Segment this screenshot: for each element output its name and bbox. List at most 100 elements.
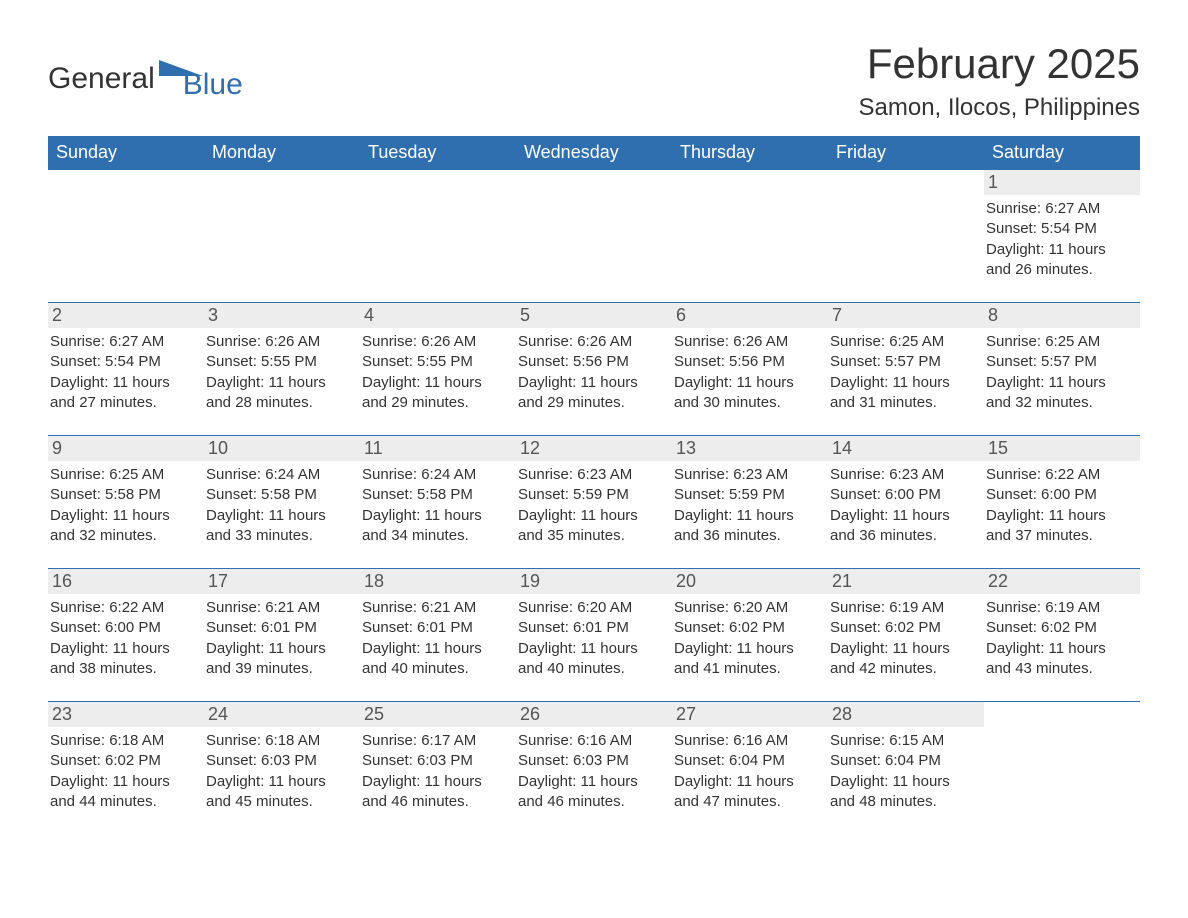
sunrise-line: Sunrise: 6:20 AM [674,598,822,618]
day-body: Sunrise: 6:23 AMSunset: 5:59 PMDaylight:… [518,465,666,546]
daylight-line: Daylight: 11 hours and 42 minutes. [830,639,978,680]
sunset-line: Sunset: 5:55 PM [362,352,510,372]
sunrise-line: Sunrise: 6:21 AM [206,598,354,618]
day-number: 18 [360,569,516,594]
calendar-day-cell: 5Sunrise: 6:26 AMSunset: 5:56 PMDaylight… [516,303,672,436]
calendar-empty-cell: . [672,170,828,303]
day-body: Sunrise: 6:24 AMSunset: 5:58 PMDaylight:… [362,465,510,546]
location-text: Samon, Ilocos, Philippines [859,94,1140,122]
day-body: Sunrise: 6:27 AMSunset: 5:54 PMDaylight:… [986,199,1134,280]
day-body: Sunrise: 6:26 AMSunset: 5:55 PMDaylight:… [206,332,354,413]
sunset-line: Sunset: 6:02 PM [830,618,978,638]
sunrise-line: Sunrise: 6:27 AM [986,199,1134,219]
daylight-line: Daylight: 11 hours and 37 minutes. [986,506,1134,547]
day-body: Sunrise: 6:24 AMSunset: 5:58 PMDaylight:… [206,465,354,546]
sunset-line: Sunset: 5:58 PM [206,485,354,505]
sunset-line: Sunset: 6:02 PM [674,618,822,638]
daylight-line: Daylight: 11 hours and 48 minutes. [830,772,978,813]
sunset-line: Sunset: 5:58 PM [362,485,510,505]
daylight-line: Daylight: 11 hours and 38 minutes. [50,639,198,680]
daylight-line: Daylight: 11 hours and 29 minutes. [518,373,666,414]
calendar-day-cell: 2Sunrise: 6:27 AMSunset: 5:54 PMDaylight… [48,303,204,436]
sunrise-line: Sunrise: 6:23 AM [830,465,978,485]
sunset-line: Sunset: 5:59 PM [674,485,822,505]
calendar-day-cell: 10 Sunrise: 6:24 AMSunset: 5:58 PMDayligh… [204,436,360,569]
calendar-day-cell: 21Sunrise: 6:19 AMSunset: 6:02 PMDayligh… [828,569,984,702]
day-body: Sunrise: 6:25 AMSunset: 5:57 PMDaylight:… [986,332,1134,413]
day-body: Sunrise: 6:18 AMSunset: 6:02 PMDaylight:… [50,731,198,812]
calendar-day-cell: 23Sunrise: 6:18 AMSunset: 6:02 PMDayligh… [48,702,204,835]
sunrise-line: Sunrise: 6:19 AM [986,598,1134,618]
calendar-day-cell: 6Sunrise: 6:26 AMSunset: 5:56 PMDaylight… [672,303,828,436]
calendar-empty-cell: . [984,702,1140,835]
logo: General Blue [48,58,243,100]
sunset-line: Sunset: 5:59 PM [518,485,666,505]
calendar-day-cell: 9Sunrise: 6:25 AMSunset: 5:58 PMDaylight… [48,436,204,569]
calendar-week-row: 2Sunrise: 6:27 AMSunset: 5:54 PMDaylight… [48,303,1140,436]
sunset-line: Sunset: 5:56 PM [674,352,822,372]
day-number: 4 [360,303,516,328]
sunset-line: Sunset: 6:00 PM [986,485,1134,505]
day-body: Sunrise: 6:23 AMSunset: 5:59 PMDaylight:… [674,465,822,546]
daylight-line: Daylight: 11 hours and 41 minutes. [674,639,822,680]
sunset-line: Sunset: 6:01 PM [518,618,666,638]
sunrise-line: Sunrise: 6:27 AM [50,332,198,352]
daylight-line: Daylight: 11 hours and 36 minutes. [830,506,978,547]
day-body: Sunrise: 6:20 AMSunset: 6:02 PMDaylight:… [674,598,822,679]
sunset-line: Sunset: 6:00 PM [830,485,978,505]
sunset-line: Sunset: 6:02 PM [986,618,1134,638]
calendar-day-cell: 24Sunrise: 6:18 AMSunset: 6:03 PMDayligh… [204,702,360,835]
day-number: 20 [672,569,828,594]
sunset-line: Sunset: 6:03 PM [362,751,510,771]
day-number: 11 [360,436,516,461]
calendar-day-cell: 27Sunrise: 6:16 AMSunset: 6:04 PMDayligh… [672,702,828,835]
weekday-header: Saturday [984,136,1140,170]
day-number: 9 [48,436,204,461]
sunset-line: Sunset: 5:58 PM [50,485,198,505]
sunset-line: Sunset: 5:54 PM [986,219,1134,239]
sunrise-line: Sunrise: 6:25 AM [830,332,978,352]
calendar-week-row: ......1Sunrise: 6:27 AMSunset: 5:54 PMDa… [48,170,1140,303]
sunset-line: Sunset: 5:54 PM [50,352,198,372]
calendar-day-cell: 28Sunrise: 6:15 AMSunset: 6:04 PMDayligh… [828,702,984,835]
day-number: 28 [828,702,984,727]
day-number: 10 [204,436,360,461]
sunrise-line: Sunrise: 6:26 AM [362,332,510,352]
daylight-line: Daylight: 11 hours and 31 minutes. [830,373,978,414]
calendar-day-cell: 3Sunrise: 6:26 AMSunset: 5:55 PMDaylight… [204,303,360,436]
calendar-empty-cell: . [516,170,672,303]
calendar-day-cell: 7Sunrise: 6:25 AMSunset: 5:57 PMDaylight… [828,303,984,436]
day-number: 15 [984,436,1140,461]
calendar-table: SundayMondayTuesdayWednesdayThursdayFrid… [48,136,1140,834]
sunset-line: Sunset: 5:57 PM [830,352,978,372]
sunrise-line: Sunrise: 6:20 AM [518,598,666,618]
sunrise-line: Sunrise: 6:23 AM [674,465,822,485]
day-body: Sunrise: 6:22 AMSunset: 6:00 PMDaylight:… [986,465,1134,546]
daylight-line: Daylight: 11 hours and 29 minutes. [362,373,510,414]
sunset-line: Sunset: 6:03 PM [206,751,354,771]
daylight-line: Daylight: 11 hours and 35 minutes. [518,506,666,547]
title-block: February 2025 Samon, Ilocos, Philippines [859,40,1140,132]
weekday-header: Sunday [48,136,204,170]
day-number: 12 [516,436,672,461]
daylight-line: Daylight: 11 hours and 40 minutes. [362,639,510,680]
calendar-day-cell: 20 Sunrise: 6:20 AMSunset: 6:02 PMDayligh… [672,569,828,702]
sunset-line: Sunset: 6:04 PM [830,751,978,771]
sunrise-line: Sunrise: 6:21 AM [362,598,510,618]
calendar-day-cell: 17Sunrise: 6:21 AMSunset: 6:01 PMDayligh… [204,569,360,702]
day-number: 27 [672,702,828,727]
daylight-line: Daylight: 11 hours and 26 minutes. [986,240,1134,281]
day-number: 19 [516,569,672,594]
month-title: February 2025 [859,40,1140,88]
calendar-empty-cell: . [360,170,516,303]
calendar-day-cell: 4 Sunrise: 6:26 AMSunset: 5:55 PMDaylight… [360,303,516,436]
logo-general-text: General [48,64,155,94]
calendar-week-row: 9Sunrise: 6:25 AMSunset: 5:58 PMDaylight… [48,436,1140,569]
day-body: Sunrise: 6:16 AMSunset: 6:03 PMDaylight:… [518,731,666,812]
day-number: 25 [360,702,516,727]
daylight-line: Daylight: 11 hours and 28 minutes. [206,373,354,414]
sunset-line: Sunset: 6:00 PM [50,618,198,638]
sunset-line: Sunset: 6:01 PM [206,618,354,638]
day-number: 14 [828,436,984,461]
header-row: General Blue February 2025 Samon, Ilocos… [48,40,1140,132]
